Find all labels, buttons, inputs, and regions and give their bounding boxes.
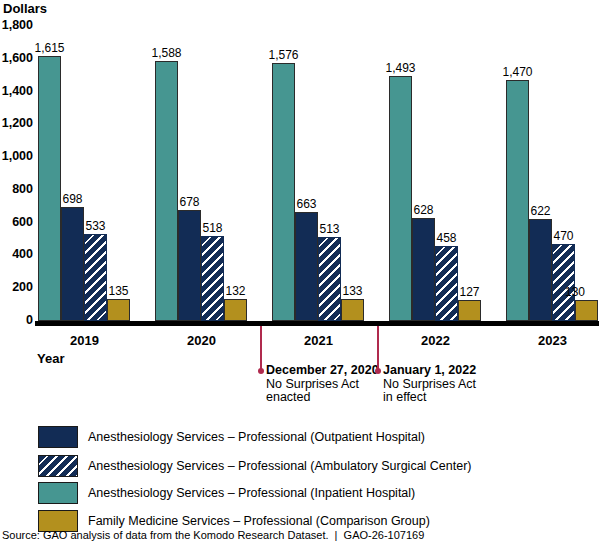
bar-teal-2020 (155, 61, 178, 321)
y-tick-label: 600 (0, 215, 33, 229)
annotation-date: January 1, 2022 (383, 364, 513, 378)
bar-value-label: 1,588 (127, 46, 207, 60)
bar-value-label: 513 (290, 222, 370, 236)
legend-label: Anesthesiology Services – Professional (… (88, 486, 415, 500)
annotation-in-effect: January 1, 2022 No Surprises Act in effe… (383, 364, 513, 405)
bar-gold-2019 (107, 299, 130, 321)
x-axis-title: Year (37, 351, 64, 366)
x-tick-label: 2020 (162, 333, 242, 348)
x-tick-label: 2022 (396, 333, 476, 348)
bar-teal-2021 (272, 63, 295, 321)
bar-value-label: 1,576 (244, 48, 324, 62)
bar-value-label: 135 (79, 284, 159, 298)
y-tick-label: 400 (0, 247, 33, 261)
annotation-text: No Surprises Act (383, 378, 513, 392)
bar-value-label: 130 (535, 285, 600, 299)
reference-line-enacted (260, 326, 262, 370)
bar-value-label: 133 (313, 284, 393, 298)
legend-swatch-ambulatory (38, 455, 78, 477)
reference-dot-enacted (258, 368, 264, 374)
legend-swatch-inpatient (38, 482, 78, 504)
bar-value-label: 1,470 (478, 65, 558, 79)
bar-value-label: 1,493 (361, 61, 441, 75)
bar-value-label: 518 (173, 221, 253, 235)
bar-hatched-2021 (318, 237, 341, 321)
bar-teal-2022 (389, 76, 412, 321)
bar-gold-2021 (341, 299, 364, 321)
bar-value-label: 132 (196, 284, 276, 298)
y-tick-label: 1,000 (0, 149, 33, 163)
legend-label: Family Medicine Services – Professional … (88, 514, 430, 528)
reference-line-in-effect (377, 326, 379, 370)
annotation-text: enacted (266, 391, 396, 405)
x-tick-label: 2019 (45, 333, 125, 348)
bar-teal-2019 (38, 56, 61, 321)
y-tick-label: 1,400 (0, 84, 33, 98)
legend-swatch-outpatient (38, 426, 78, 448)
bar-value-label: 678 (150, 195, 230, 209)
bar-value-label: 1,615 (10, 41, 90, 55)
x-axis-line (35, 321, 599, 326)
y-tick-label: 0 (0, 313, 33, 327)
gao-bar-chart-figure: Dollars 02004006008001,0001,2001,4001,60… (0, 0, 600, 545)
annotation-text: No Surprises Act (266, 378, 396, 392)
bar-value-label: 628 (384, 203, 464, 217)
legend-label: Anesthesiology Services – Professional (… (88, 430, 425, 444)
bar-value-label: 533 (56, 219, 136, 233)
bar-teal-2023 (506, 80, 529, 321)
source-note: Source: GAO analysis of data from the Ko… (2, 529, 424, 541)
bar-hatched-2022 (435, 246, 458, 321)
bar-gold-2020 (224, 299, 247, 321)
bar-gold-2022 (458, 300, 481, 321)
reference-dot-in-effect (375, 368, 381, 374)
bar-hatched-2020 (201, 236, 224, 321)
bar-hatched-2023 (552, 244, 575, 321)
bar-gold-2023 (575, 300, 598, 321)
x-tick-label: 2023 (513, 333, 593, 348)
bar-value-label: 663 (267, 197, 347, 211)
bar-value-label: 458 (407, 231, 487, 245)
bar-value-label: 622 (501, 204, 581, 218)
y-tick-label: 200 (0, 280, 33, 294)
legend-label: Anesthesiology Services – Professional (… (88, 459, 472, 473)
y-tick-label: 1,800 (0, 18, 33, 32)
bar-value-label: 698 (33, 192, 113, 206)
bar-value-label: 127 (430, 285, 510, 299)
x-tick-label: 2021 (279, 333, 359, 348)
y-tick-label: 1,200 (0, 116, 33, 130)
annotation-text: in effect (383, 391, 513, 405)
y-tick-label: 800 (0, 182, 33, 196)
bar-hatched-2019 (84, 234, 107, 321)
bar-value-label: 470 (524, 229, 600, 243)
